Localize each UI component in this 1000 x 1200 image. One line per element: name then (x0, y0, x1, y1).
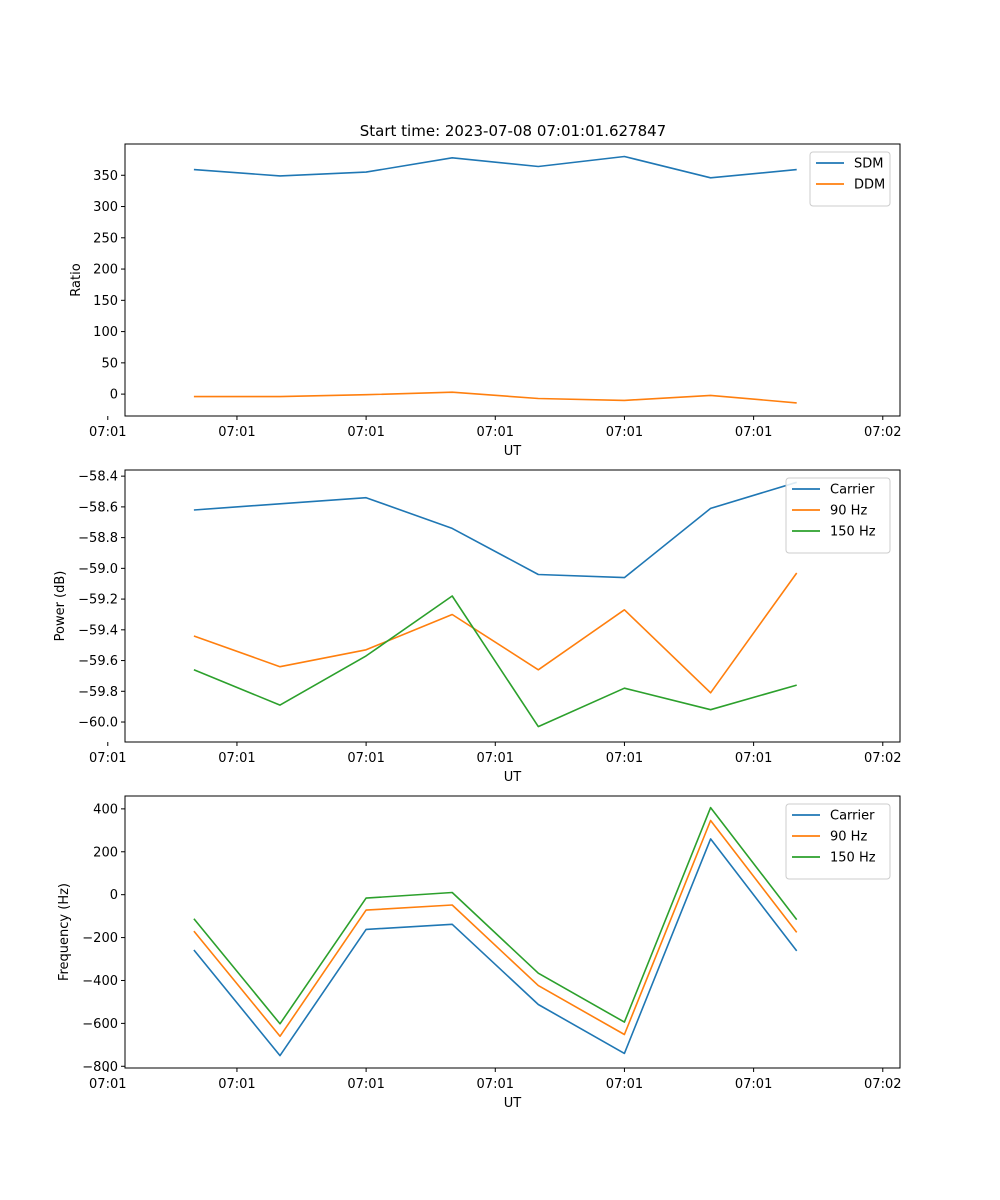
y-tick-label: −600 (82, 1017, 118, 1032)
x-tick-label: 07:01 (606, 751, 643, 766)
x-tick-label: 07:01 (218, 425, 255, 440)
x-tick-label: 07:01 (477, 1077, 514, 1092)
legend-label: 150 Hz (830, 525, 876, 540)
x-tick-label: 07:01 (347, 751, 384, 766)
y-axis-label: Frequency (Hz) (57, 883, 72, 981)
x-tick-label: 07:01 (89, 751, 126, 766)
y-tick-label: 300 (93, 200, 118, 215)
y-tick-label: 100 (93, 325, 118, 340)
x-tick-label: 07:01 (735, 751, 772, 766)
legend-box (785, 803, 891, 880)
y-tick-label: −59.4 (78, 623, 118, 638)
figure-title: Start time: 2023-07-08 07:01:01.627847 (360, 122, 666, 140)
x-tick-label: 07:01 (477, 425, 514, 440)
series-line-150-hz (193, 806, 798, 1025)
y-tick-label: −58.6 (78, 500, 118, 515)
y-tick-label: 0 (110, 888, 118, 903)
x-tick-label: 07:01 (218, 1077, 255, 1092)
y-tick-label: −59.2 (78, 593, 118, 608)
y-tick-label: 400 (93, 802, 118, 817)
x-tick-label: 07:01 (606, 1077, 643, 1092)
x-tick-label: 07:01 (89, 1077, 126, 1092)
x-axis-label: UT (504, 770, 522, 785)
y-tick-label: −58.8 (78, 531, 118, 546)
series-line-carrier (193, 838, 798, 1057)
x-axis-label: UT (504, 1096, 522, 1111)
x-tick-label: 07:01 (735, 425, 772, 440)
x-tick-label: 07:01 (89, 425, 126, 440)
legend: SDM DDM (809, 151, 891, 207)
plot-frame (124, 143, 901, 417)
series-line-90-hz (193, 819, 798, 1038)
plot-frame (124, 469, 901, 743)
series-line-150-hz (193, 595, 797, 728)
x-tick-label: 07:02 (864, 751, 901, 766)
legend-label: SDM (854, 157, 883, 172)
legend-label: Carrier (830, 809, 875, 824)
x-tick-label: 07:02 (864, 1077, 901, 1092)
y-axis-label: Power (dB) (53, 571, 68, 642)
x-tick-label: 07:01 (735, 1077, 772, 1092)
y-tick-label: −200 (82, 931, 118, 946)
y-tick-label: −400 (82, 974, 118, 989)
y-tick-label: 50 (101, 356, 118, 371)
x-axis-label: UT (504, 444, 522, 459)
x-tick-label: 07:01 (606, 425, 643, 440)
chart-panel-3: 07:01 07:01 07:01 07:01 07:01 07:01 07:02 −800 −… (57, 795, 902, 1111)
y-tick-label: −59.6 (78, 654, 118, 669)
legend: Carrier 90 Hz 150 Hz (785, 803, 891, 880)
panels: 07:01 07:01 07:01 07:01 07:01 07:01 07:02 0 50 10… (53, 143, 902, 1111)
legend-box (785, 477, 891, 554)
y-tick-label: −59.8 (78, 685, 118, 700)
y-axis-label: Ratio (69, 263, 84, 296)
y-tick-label: 150 (93, 294, 118, 309)
y-tick-label: −60.0 (78, 716, 118, 731)
legend-label: 150 Hz (830, 851, 876, 866)
legend-label: DDM (854, 178, 885, 193)
series-line-ddm (193, 391, 797, 404)
x-tick-label: 07:01 (347, 425, 384, 440)
x-tick-label: 07:01 (477, 751, 514, 766)
y-tick-label: 250 (93, 231, 118, 246)
series-line-sdm (193, 155, 797, 179)
chart-panel-1: 07:01 07:01 07:01 07:01 07:01 07:01 07:02 0 50 10… (69, 143, 902, 459)
chart-panel-2: 07:01 07:01 07:01 07:01 07:01 07:01 07:02 −60.0… (53, 469, 902, 785)
x-tick-label: 07:02 (864, 425, 901, 440)
y-tick-label: 200 (93, 263, 118, 278)
y-tick-label: 0 (110, 388, 118, 403)
legend-label: 90 Hz (830, 504, 867, 519)
y-tick-label: 350 (93, 169, 118, 184)
y-tick-label: 200 (93, 845, 118, 860)
legend-box (809, 151, 891, 207)
x-tick-label: 07:01 (347, 1077, 384, 1092)
plot-frame (124, 795, 901, 1069)
legend-label: Carrier (830, 483, 875, 498)
legend-label: 90 Hz (830, 830, 867, 845)
legend: Carrier 90 Hz 150 Hz (785, 477, 891, 554)
y-tick-label: −59.0 (78, 562, 118, 577)
series-line-90-hz (193, 572, 798, 694)
y-tick-label: −58.4 (78, 470, 118, 485)
y-tick-label: −800 (82, 1060, 118, 1075)
series-line-carrier (193, 481, 797, 579)
x-tick-label: 07:01 (218, 751, 255, 766)
